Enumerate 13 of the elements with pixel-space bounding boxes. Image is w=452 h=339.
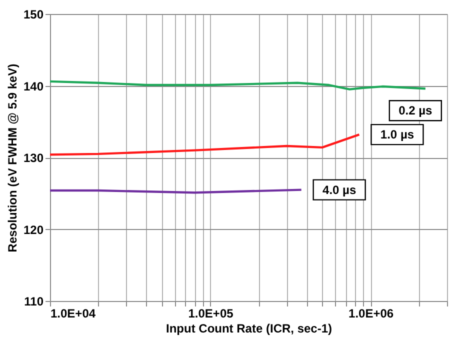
y-tick-label: 130 — [23, 151, 44, 165]
y-tick-label: 120 — [23, 222, 44, 237]
x-tick-label: 1.0E+04 — [50, 306, 96, 320]
x-tick-label: 1.0E+06 — [348, 306, 394, 320]
series-label: 1.0 µs — [380, 128, 414, 142]
series-label: 0.2 µs — [398, 104, 433, 118]
x-axis-title: Input Count Rate (ICR, sec-1) — [166, 322, 332, 336]
y-tick-label: 110 — [24, 294, 44, 308]
y-tick-label: 140 — [23, 79, 44, 94]
x-tick-label: 1.0E+05 — [188, 306, 234, 320]
y-axis-title: Resolution (eV FWHM @ 5.9 keV) — [5, 64, 20, 252]
series-label: 4.0 µs — [322, 182, 356, 197]
y-tick-label: 150 — [23, 8, 44, 22]
